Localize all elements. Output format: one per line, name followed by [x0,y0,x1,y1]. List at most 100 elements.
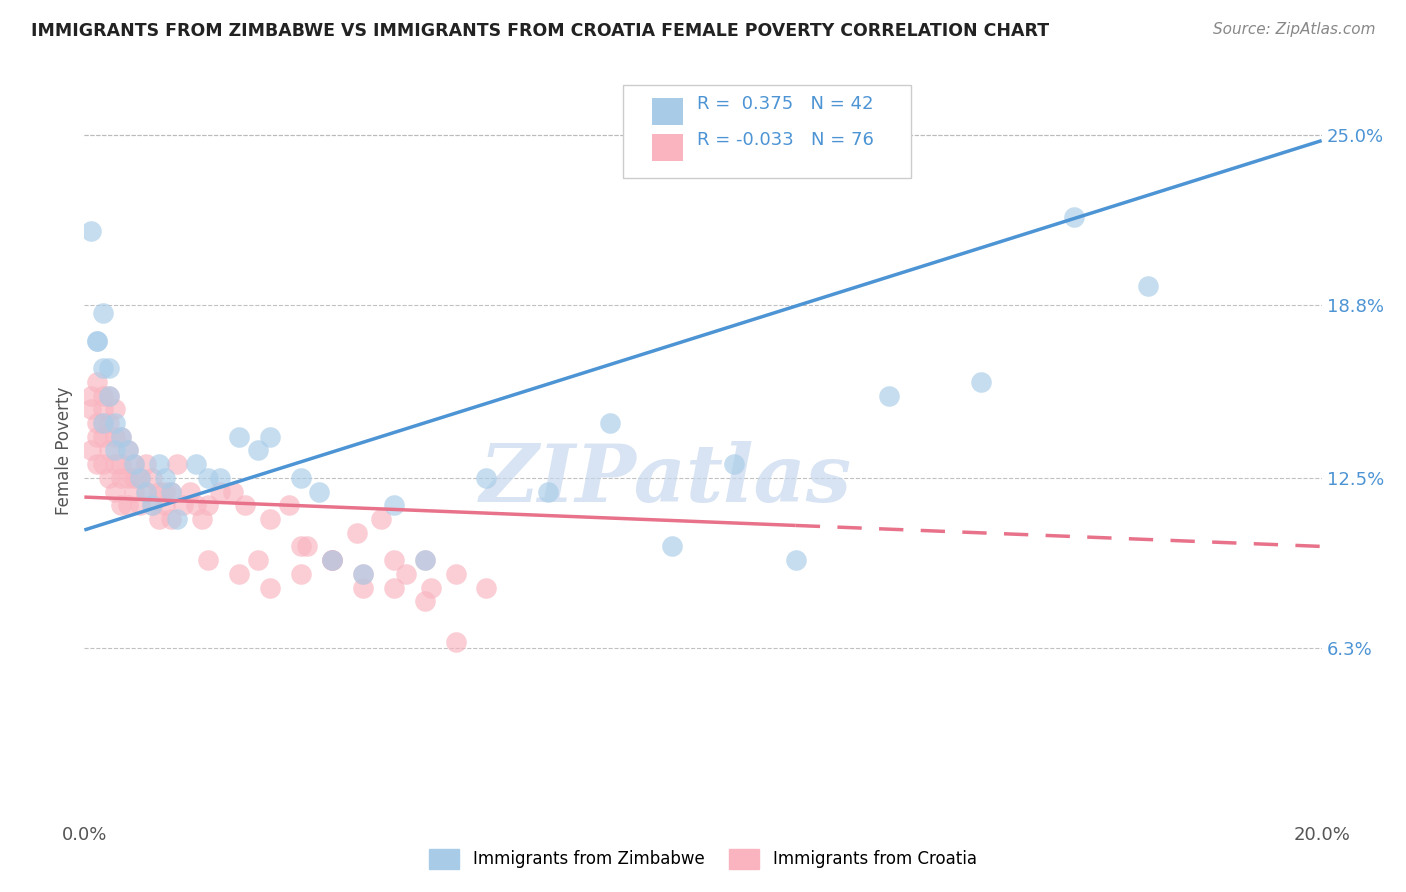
Point [110,457,132,471]
Point [91,416,114,430]
Point [79,224,101,238]
Point [141,471,163,485]
Point [122,484,145,499]
Point [153,498,176,512]
Point [599,416,621,430]
Text: R =  0.375   N = 42: R = 0.375 N = 42 [697,95,875,113]
Point [141,498,163,512]
Point [135,457,157,471]
Point [98,361,121,376]
Point [104,430,127,444]
Point [104,443,127,458]
Point [233,498,256,512]
Point [382,581,405,595]
Point [91,457,114,471]
Point [413,553,436,567]
Point [537,484,560,499]
Text: ZIPatlas: ZIPatlas [479,442,852,519]
Point [346,525,368,540]
Point [104,416,127,430]
Point [122,471,145,485]
Point [1063,211,1085,225]
Point [661,540,683,554]
Point [172,498,194,512]
Point [197,471,219,485]
Point [98,416,121,430]
Point [122,457,145,471]
Point [166,457,188,471]
Point [209,484,232,499]
Point [352,566,374,581]
Point [86,334,108,348]
Point [290,471,312,485]
Point [321,553,343,567]
Point [86,430,108,444]
Text: Source: ZipAtlas.com: Source: ZipAtlas.com [1212,22,1375,37]
Point [197,498,219,512]
Point [104,484,127,499]
Point [321,553,343,567]
Point [129,471,152,485]
Point [98,443,121,458]
Point [153,471,176,485]
Point [191,512,214,526]
Point [246,443,269,458]
Point [228,430,250,444]
Point [91,402,114,417]
Point [117,443,139,458]
Point [382,498,405,512]
Point [209,471,232,485]
Point [166,512,188,526]
Point [110,430,132,444]
Point [135,484,157,499]
Point [444,566,467,581]
Point [91,416,114,430]
Point [129,471,152,485]
Point [135,484,157,499]
Point [117,443,139,458]
Point [785,553,807,567]
Point [148,457,170,471]
Point [444,635,467,649]
Point [1137,279,1160,293]
Point [475,471,498,485]
Point [117,471,139,485]
Point [877,389,900,403]
Point [382,553,405,567]
Y-axis label: Female Poverty: Female Poverty [55,386,73,515]
Point [259,581,281,595]
Point [197,553,219,567]
Point [86,416,108,430]
Point [259,512,281,526]
Point [91,306,114,320]
Point [110,471,132,485]
Point [98,389,121,403]
Point [160,484,183,499]
Point [321,553,343,567]
Point [321,553,343,567]
Point [419,581,441,595]
Point [91,389,114,403]
Point [141,498,163,512]
Point [723,457,745,471]
Point [295,540,318,554]
Point [246,553,269,567]
Point [160,512,183,526]
Point [413,594,436,608]
Point [79,389,101,403]
Point [86,375,108,389]
Point [352,566,374,581]
Point [259,430,281,444]
Point [184,457,207,471]
Point [110,498,132,512]
Point [352,581,374,595]
Point [148,512,170,526]
Point [91,361,114,376]
Text: R = -0.033   N = 76: R = -0.033 N = 76 [697,131,875,149]
Point [79,402,101,417]
Legend: Immigrants from Zimbabwe, Immigrants from Croatia: Immigrants from Zimbabwe, Immigrants fro… [423,843,983,875]
Point [86,334,108,348]
Point [91,430,114,444]
Point [290,566,312,581]
Point [148,484,170,499]
